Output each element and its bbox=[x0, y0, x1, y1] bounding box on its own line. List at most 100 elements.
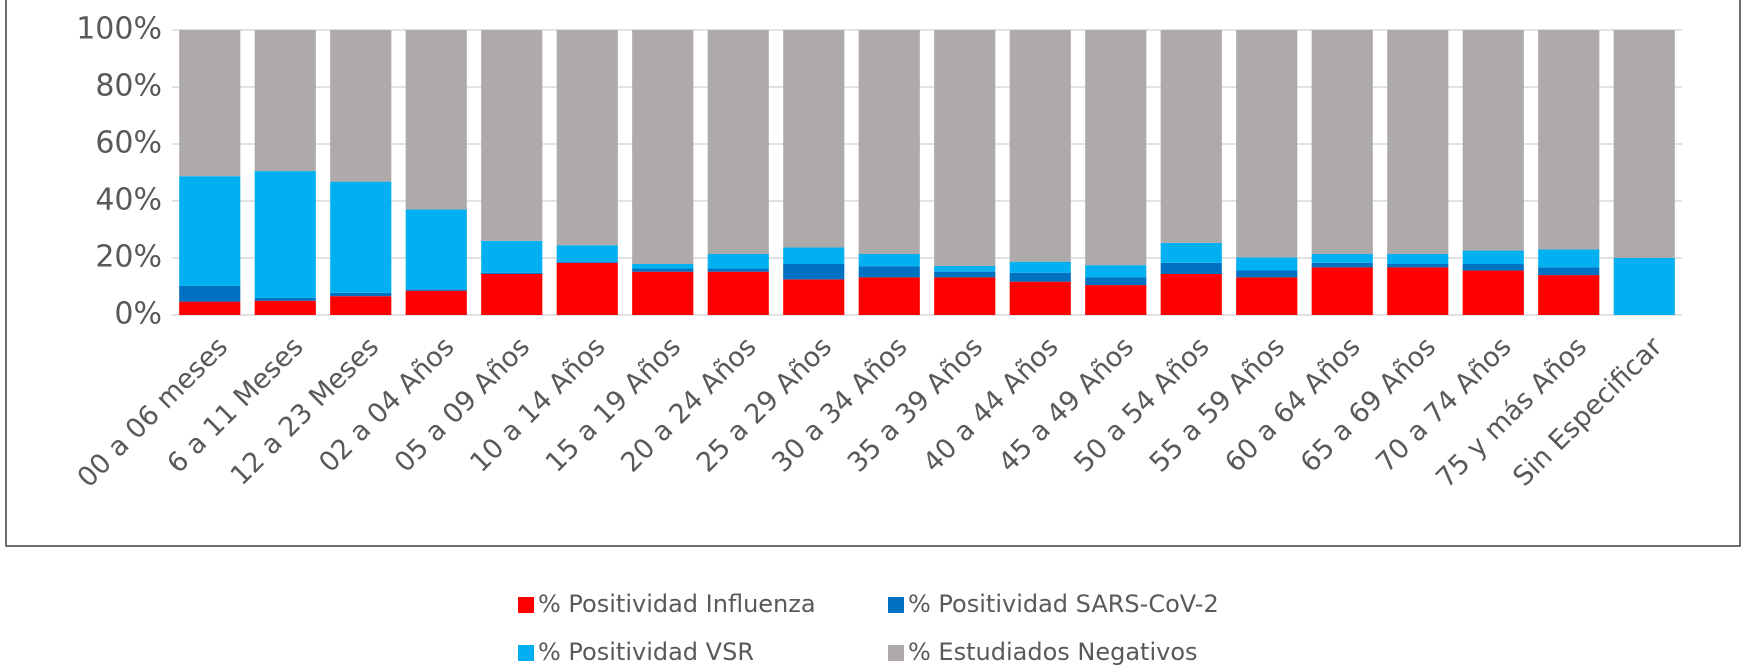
bar-segment bbox=[707, 30, 769, 255]
y-tick-label: 80% bbox=[95, 69, 162, 104]
x-tick-label: 02 a 04 Años bbox=[313, 331, 460, 478]
bar-segment bbox=[556, 245, 618, 262]
bar-segment bbox=[1462, 270, 1524, 315]
bar-segment bbox=[1236, 270, 1298, 278]
x-tick-label: 65 a 69 Años bbox=[1295, 331, 1442, 478]
x-tick-label: 35 a 39 Años bbox=[842, 331, 989, 478]
y-tick-label: 20% bbox=[95, 240, 162, 275]
legend-swatch bbox=[518, 597, 534, 613]
legend-swatch bbox=[888, 645, 904, 661]
bar-segment bbox=[330, 292, 392, 297]
bar-segment bbox=[330, 296, 392, 315]
y-tick-label: 0% bbox=[114, 297, 162, 332]
bar-segment bbox=[1387, 263, 1449, 268]
bar-segment bbox=[254, 300, 316, 315]
bar-segment bbox=[858, 254, 920, 267]
bar-segment bbox=[1160, 262, 1222, 274]
bar-segment bbox=[1311, 262, 1373, 268]
bar-segment bbox=[1538, 30, 1600, 250]
x-tick-label: 20 a 24 Años bbox=[615, 331, 762, 478]
bar-segment bbox=[179, 301, 241, 315]
x-tick-label: 10 a 14 Años bbox=[464, 331, 611, 478]
bar-segment bbox=[934, 30, 996, 266]
bar-segment bbox=[632, 271, 694, 315]
bar-segment bbox=[1160, 273, 1222, 315]
bar-segment bbox=[481, 30, 543, 241]
bar-segment bbox=[858, 30, 920, 255]
legend-label: % Positividad Influenza bbox=[538, 590, 816, 618]
bar-segment bbox=[254, 171, 316, 298]
bar-segment bbox=[934, 271, 996, 278]
bar-segment bbox=[1462, 250, 1524, 264]
bar-segment bbox=[858, 277, 920, 315]
bar-segment bbox=[1236, 30, 1298, 258]
bar-segment bbox=[405, 209, 467, 290]
bar-segment bbox=[632, 268, 694, 272]
bar-segment bbox=[405, 30, 467, 210]
legend-label: % Positividad VSR bbox=[538, 638, 754, 666]
bar-segment bbox=[330, 30, 392, 182]
x-tick-label: 25 a 29 Años bbox=[691, 331, 838, 478]
y-tick-label: 60% bbox=[95, 126, 162, 161]
x-tick-label: 70 a 74 Años bbox=[1370, 331, 1517, 478]
bar-segment bbox=[1387, 254, 1449, 264]
bar-segment bbox=[1009, 30, 1071, 262]
bar-segment bbox=[254, 30, 316, 172]
bar-segment bbox=[1462, 30, 1524, 251]
bar-segment bbox=[632, 30, 694, 264]
x-tick-label: 15 a 19 Años bbox=[540, 331, 687, 478]
bar-segment bbox=[1613, 258, 1675, 315]
bar-segment bbox=[1311, 254, 1373, 263]
bar-segment bbox=[1387, 267, 1449, 315]
bar-segment bbox=[1613, 30, 1675, 258]
x-tick-label: 30 a 34 Años bbox=[766, 331, 913, 478]
bar-segment bbox=[783, 30, 845, 248]
x-tick-label: 60 a 64 Años bbox=[1219, 331, 1366, 478]
bar-segment bbox=[783, 263, 845, 280]
bar-segment bbox=[556, 30, 618, 246]
y-tick-label: 40% bbox=[95, 183, 162, 218]
bar-segment bbox=[405, 290, 467, 315]
bar-segment bbox=[1538, 267, 1600, 276]
legend-label: % Estudiados Negativos bbox=[908, 638, 1198, 666]
x-tick-label: 45 a 49 Años bbox=[993, 331, 1140, 478]
bar-segment bbox=[1009, 261, 1071, 273]
bar-segment bbox=[1085, 285, 1147, 315]
bar-segment bbox=[481, 272, 543, 274]
bar-segment bbox=[405, 289, 467, 291]
bar-segment bbox=[707, 271, 769, 315]
bar-segment bbox=[330, 181, 392, 293]
x-tick-label: 55 a 59 Años bbox=[1144, 331, 1291, 478]
bar-segment bbox=[1160, 242, 1222, 263]
bar-segment bbox=[934, 277, 996, 315]
legend-label: % Positividad SARS-CoV-2 bbox=[908, 590, 1219, 618]
chart-border bbox=[5, 0, 1741, 547]
bar-segment bbox=[1311, 267, 1373, 315]
bar-segment bbox=[254, 297, 316, 301]
bar-segment bbox=[783, 279, 845, 315]
bar-segment bbox=[1236, 257, 1298, 271]
legend-swatch bbox=[888, 597, 904, 613]
bar-segment bbox=[783, 247, 845, 264]
bar-segment bbox=[481, 240, 543, 273]
bar-segment bbox=[1085, 277, 1147, 286]
bar-segment bbox=[858, 266, 920, 278]
bar-segment bbox=[1538, 249, 1600, 268]
bar-segment bbox=[1538, 275, 1600, 315]
bar-segment bbox=[1009, 281, 1071, 315]
bar-segment bbox=[1311, 30, 1373, 255]
bar-segment bbox=[179, 30, 241, 177]
x-tick-label: 6 a 11 Meses bbox=[161, 331, 309, 479]
x-tick-label: 05 a 09 Años bbox=[389, 331, 536, 478]
bar-segment bbox=[179, 285, 241, 302]
bar-segment bbox=[1085, 265, 1147, 278]
bar-segment bbox=[707, 254, 769, 269]
bar-segment bbox=[1009, 272, 1071, 282]
x-tick-label: 50 a 54 Años bbox=[1068, 331, 1215, 478]
bar-segment bbox=[632, 263, 694, 269]
bar-segment bbox=[1387, 30, 1449, 255]
bar-segment bbox=[1085, 30, 1147, 266]
bar-segment bbox=[556, 261, 618, 263]
bar-segment bbox=[707, 268, 769, 272]
